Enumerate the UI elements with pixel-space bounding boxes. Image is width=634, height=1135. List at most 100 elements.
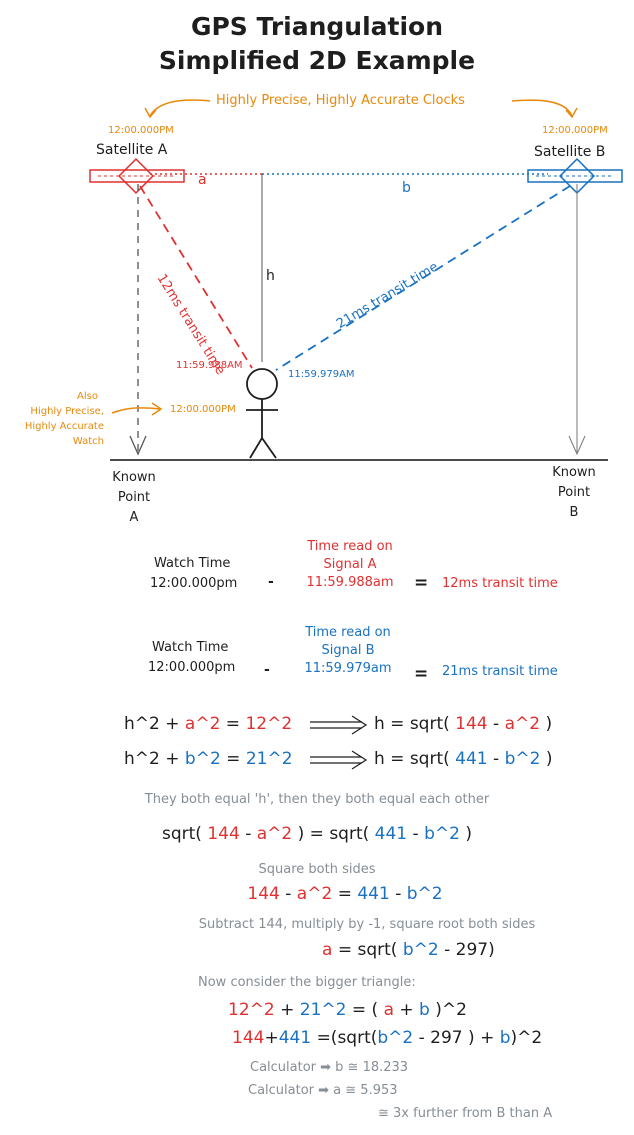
eq4-m2: - [395,884,402,904]
satellite-b-time: 12:00.000PM [542,125,608,136]
calc-b-read-l2: Signal B [321,643,375,658]
calc-a-watch-label: Watch Time [154,556,231,571]
eq7-n1: 144 [232,1028,265,1048]
eq6-close: )^2 [435,1000,467,1020]
calc-a-watch-value: 12:00.000pm [150,576,238,591]
eq4-m1: - [285,884,292,904]
eq2-n: 441 [455,749,488,769]
both-equal-note: They both equal 'h', then they both equa… [144,792,490,807]
eq3-m2: - [412,824,419,844]
eq2-rhs: 21^2 [245,749,293,769]
eq6-b: b [419,1000,430,1020]
eq7-rest: - 297 ) + [418,1028,495,1048]
calc-b-watch-value: 12:00.000pm [148,660,236,675]
calc-a-read-l1: Time read on [307,539,393,554]
known-point-b-l3: B [569,505,579,520]
watch-note-line-4: Watch [72,436,104,447]
known-point-a-l3: A [129,510,139,525]
segment-a-label: a [198,172,207,188]
clocks-arrow-right [511,99,573,117]
eq6-p: + [399,1000,414,1020]
subtract-note: Subtract 144, multiply by -1, square roo… [198,917,536,932]
watch-note: Also Highly Precise, Highly Accurate Wat… [8,389,104,449]
calc-a-minus: - [268,574,274,590]
eq2-h2: h^2 [124,749,160,769]
calc-a-equals: = [414,573,429,593]
eq1-h: h = sqrt( [374,714,450,734]
segment-b-label: b [402,180,411,196]
equation-2-lhs: h^2 + b^2 = 21^2 [124,749,293,769]
calculator-line-3: ≅ 3x further from B than A [378,1106,553,1121]
eq2-b2: b^2 [184,749,221,769]
eq6-t2: 21^2 [299,1000,347,1020]
eq2-plus: + [165,749,180,769]
calc-b-minus: - [264,662,270,678]
eq2-v: b^2 [504,749,541,769]
equation-6: 12^2 + 21^2 = ( a + b )^2 [228,1000,467,1020]
calc-b-watch-label: Watch Time [152,640,229,655]
known-point-b: Known Point B [544,463,604,523]
watch-time: 12:00.000PM [170,404,236,415]
eq1-n: 144 [455,714,488,734]
equation-1-rhs: h = sqrt( 144 - a^2 ) [374,714,552,734]
drop-arrow-b [568,435,586,456]
eq1-close: ) [545,714,553,734]
equation-7: 144+441 =(sqrt(b^2 - 297 ) + b)^2 [232,1028,542,1048]
calculator-line-2: Calculator ➡ a ≅ 5.953 [248,1083,398,1098]
calc-b-result: 21ms transit time [442,664,558,679]
eq1-m: - [493,714,500,734]
height-label: h [266,268,275,284]
known-point-a: Known Point A [104,468,164,528]
eq7-b: b [499,1028,511,1048]
watch-note-line-2: Highly Precise, [30,406,104,417]
satellite-b-label: Satellite B [534,144,606,160]
calc-b-equals: = [414,664,429,684]
satellite-a-icon [89,157,185,195]
clocks-arrow-right-head [565,107,578,119]
eq3-v2: b^2 [424,824,460,844]
eq1-rhs: 12^2 [245,714,293,734]
eq6-a: a [383,1000,394,1020]
eq2-close: ) [545,749,553,769]
eq5-mid: = sqrt( [337,940,398,960]
eq6-t1: 12^2 [228,1000,275,1020]
clocks-arrow-left-head [144,107,157,119]
eq4-v1: a^2 [296,884,333,904]
eq3-n2: 441 [374,824,408,844]
drop-arrow-a [129,435,147,456]
eq3-m1: - [245,824,252,844]
square-both-note: Square both sides [258,862,376,877]
eq2-h: h = sqrt( [374,749,450,769]
eq7-n2: 441 [278,1028,312,1048]
transit-a-line [139,185,253,369]
known-point-a-l1: Known [112,470,156,485]
equation-arrows [310,715,368,770]
bigger-triangle-note: Now consider the bigger triangle: [198,975,416,990]
known-point-a-l2: Point [117,490,151,505]
eq1-v: a^2 [504,714,541,734]
calc-a-read-l2: Signal A [323,557,377,572]
triangulation-diagram [89,99,623,461]
eq1-a2: a^2 [184,714,221,734]
eq7-close: )^2 [510,1028,543,1048]
known-point-b-l2: Point [557,485,591,500]
eq2-eq: = [226,749,241,769]
known-point-b-l1: Known [552,465,596,480]
eq3-v1: a^2 [256,824,293,844]
eq1-eq: = [225,714,241,734]
eq2-m: - [493,749,500,769]
calc-b-read-value: 11:59.979am [304,661,392,676]
person-icon [246,368,278,459]
equation-1-lhs: h^2 + a^2 = 12^2 [124,714,292,734]
clocks-caption: Highly Precise, Highly Accurate Clocks [216,93,465,108]
calc-b-read: Time read on Signal B 11:59.979am [288,624,408,678]
received-time-a: 11:59.988AM [176,360,243,371]
eq7-v: b^2 [377,1028,414,1048]
implies-arrow-1 [310,715,368,735]
eq4-n2: 441 [357,884,390,904]
eq3-close: ) [465,824,472,844]
eq5-a: a [322,940,333,960]
calc-a-result: 12ms transit time [442,576,558,591]
eq1-h2: h^2 [124,714,160,734]
calc-b-read-l1: Time read on [305,625,391,640]
